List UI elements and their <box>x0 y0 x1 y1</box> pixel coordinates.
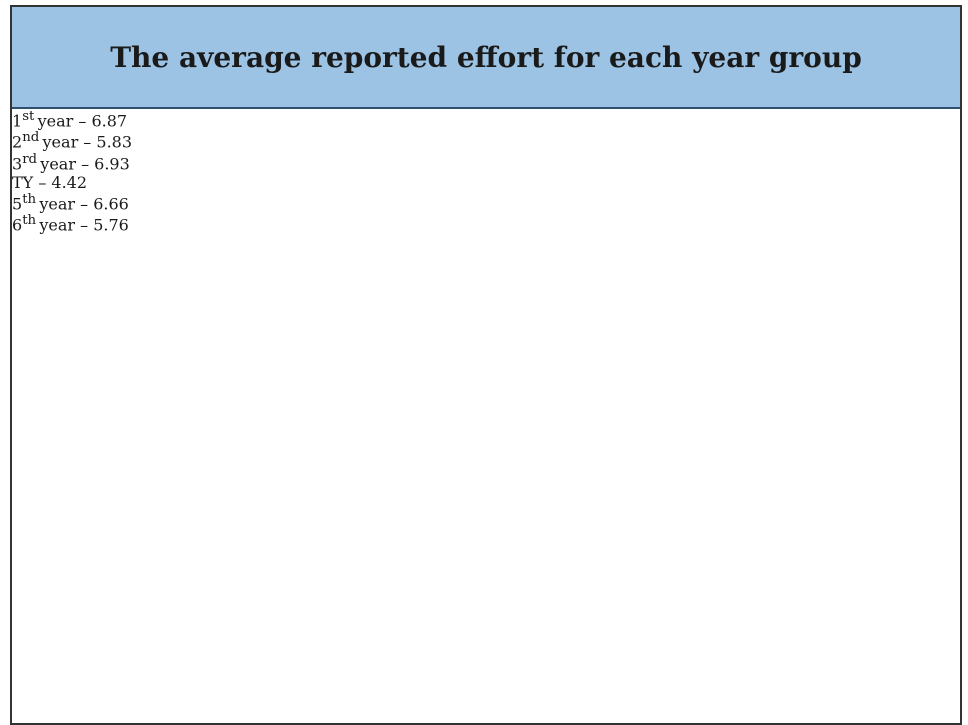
ordinal-number: 2 <box>12 132 23 152</box>
ordinal-suffix: th <box>22 213 37 229</box>
row: 5th year – 6.66 <box>12 192 960 213</box>
row: 3rd year – 6.93 <box>12 152 960 173</box>
ordinal-suffix: nd <box>22 130 40 146</box>
row-text: year – 5.83 <box>42 132 133 152</box>
row: TY – 4.42 <box>12 173 960 192</box>
ordinal-number: 5 <box>12 194 23 214</box>
row-text: year – 5.76 <box>39 215 129 235</box>
ordinal-suffix: th <box>22 191 37 207</box>
ordinal-number: 3 <box>12 153 23 173</box>
ordinal-suffix: rd <box>22 151 38 167</box>
rows: 1st year – 6.87 2nd year – 5.83 3rd year –… <box>12 109 960 235</box>
table: The average reported effort for each yea… <box>10 5 962 725</box>
ordinal-number: 6 <box>12 215 23 235</box>
row-text: TY – 4.42 <box>12 172 88 192</box>
row: 1st year – 6.87 <box>12 109 960 130</box>
row: 2nd year – 5.83 <box>12 130 960 151</box>
ordinal-suffix: st <box>22 109 35 124</box>
ordinal-number: 1 <box>12 111 23 131</box>
title: The average reported effort for each yea… <box>110 40 862 74</box>
header: The average reported effort for each yea… <box>12 7 960 109</box>
row-text: year – 6.66 <box>39 194 129 214</box>
row-text: year – 6.87 <box>37 111 128 131</box>
row-text: year – 6.93 <box>40 153 130 173</box>
row: 6th year – 5.76 <box>12 213 960 234</box>
